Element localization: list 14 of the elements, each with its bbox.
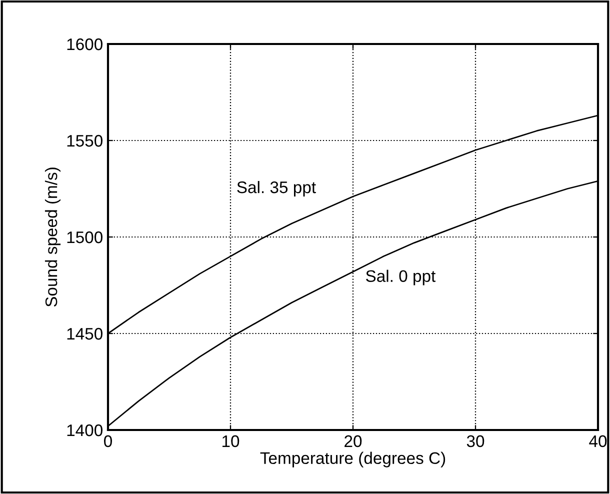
y-axis-title: Sound speed (m/s) <box>44 168 61 307</box>
y-tick-label: 1450 <box>67 328 102 340</box>
x-tick-label: 30 <box>466 435 484 448</box>
y-tick-label: 1400 <box>67 424 102 436</box>
series-label: Sal. 0 ppt <box>366 270 436 286</box>
x-tick-label: 10 <box>222 435 240 448</box>
y-tick-label: 1600 <box>67 38 102 50</box>
x-tick-label: 20 <box>344 435 362 448</box>
x-tick-label: 40 <box>589 435 607 448</box>
x-axis-title: Temperature (degrees C) <box>260 452 446 468</box>
x-tick-label: 0 <box>104 435 112 448</box>
series-label: Sal. 35 ppt <box>237 180 316 197</box>
y-tick-label: 1550 <box>67 134 102 147</box>
y-tick-label: 1500 <box>67 231 102 244</box>
